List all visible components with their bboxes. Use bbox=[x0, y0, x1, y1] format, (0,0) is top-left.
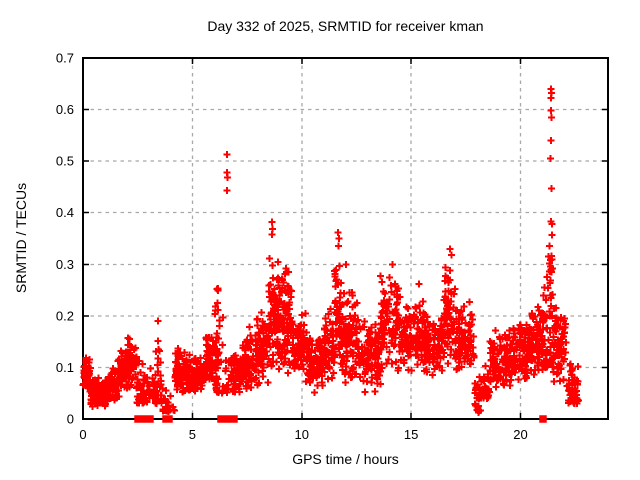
chart-title: Day 332 of 2025, SRMTID for receiver kma… bbox=[207, 18, 484, 34]
x-tick-label: 15 bbox=[404, 427, 418, 442]
scatter-points bbox=[79, 85, 582, 416]
y-tick-label: 0.1 bbox=[56, 360, 74, 375]
plot-border bbox=[82, 57, 609, 420]
x-tick-label: 5 bbox=[189, 427, 196, 442]
x-tick-label: 10 bbox=[295, 427, 309, 442]
y-tick-label: 0.7 bbox=[56, 51, 74, 66]
y-tick-label: 0.3 bbox=[56, 257, 74, 272]
x-tick-label: 0 bbox=[79, 427, 86, 442]
y-tick-label: 0.4 bbox=[56, 205, 74, 220]
x-axis-label: GPS time / hours bbox=[292, 451, 399, 467]
y-tick-label: 0.6 bbox=[56, 102, 74, 117]
y-tick-label: 0.2 bbox=[56, 308, 74, 323]
y-tick-label: 0.5 bbox=[56, 154, 74, 169]
x-tick-label: 20 bbox=[513, 427, 527, 442]
tick-labels: 0 0.1 0.2 0.3 0.4 0.5 0.6 0.7 0 5 10 15 20 bbox=[56, 51, 528, 443]
y-axis-label: SRMTID / TECUs bbox=[13, 182, 29, 294]
y-tick-label: 0 bbox=[67, 412, 74, 427]
zero-value-markers bbox=[134, 415, 547, 423]
